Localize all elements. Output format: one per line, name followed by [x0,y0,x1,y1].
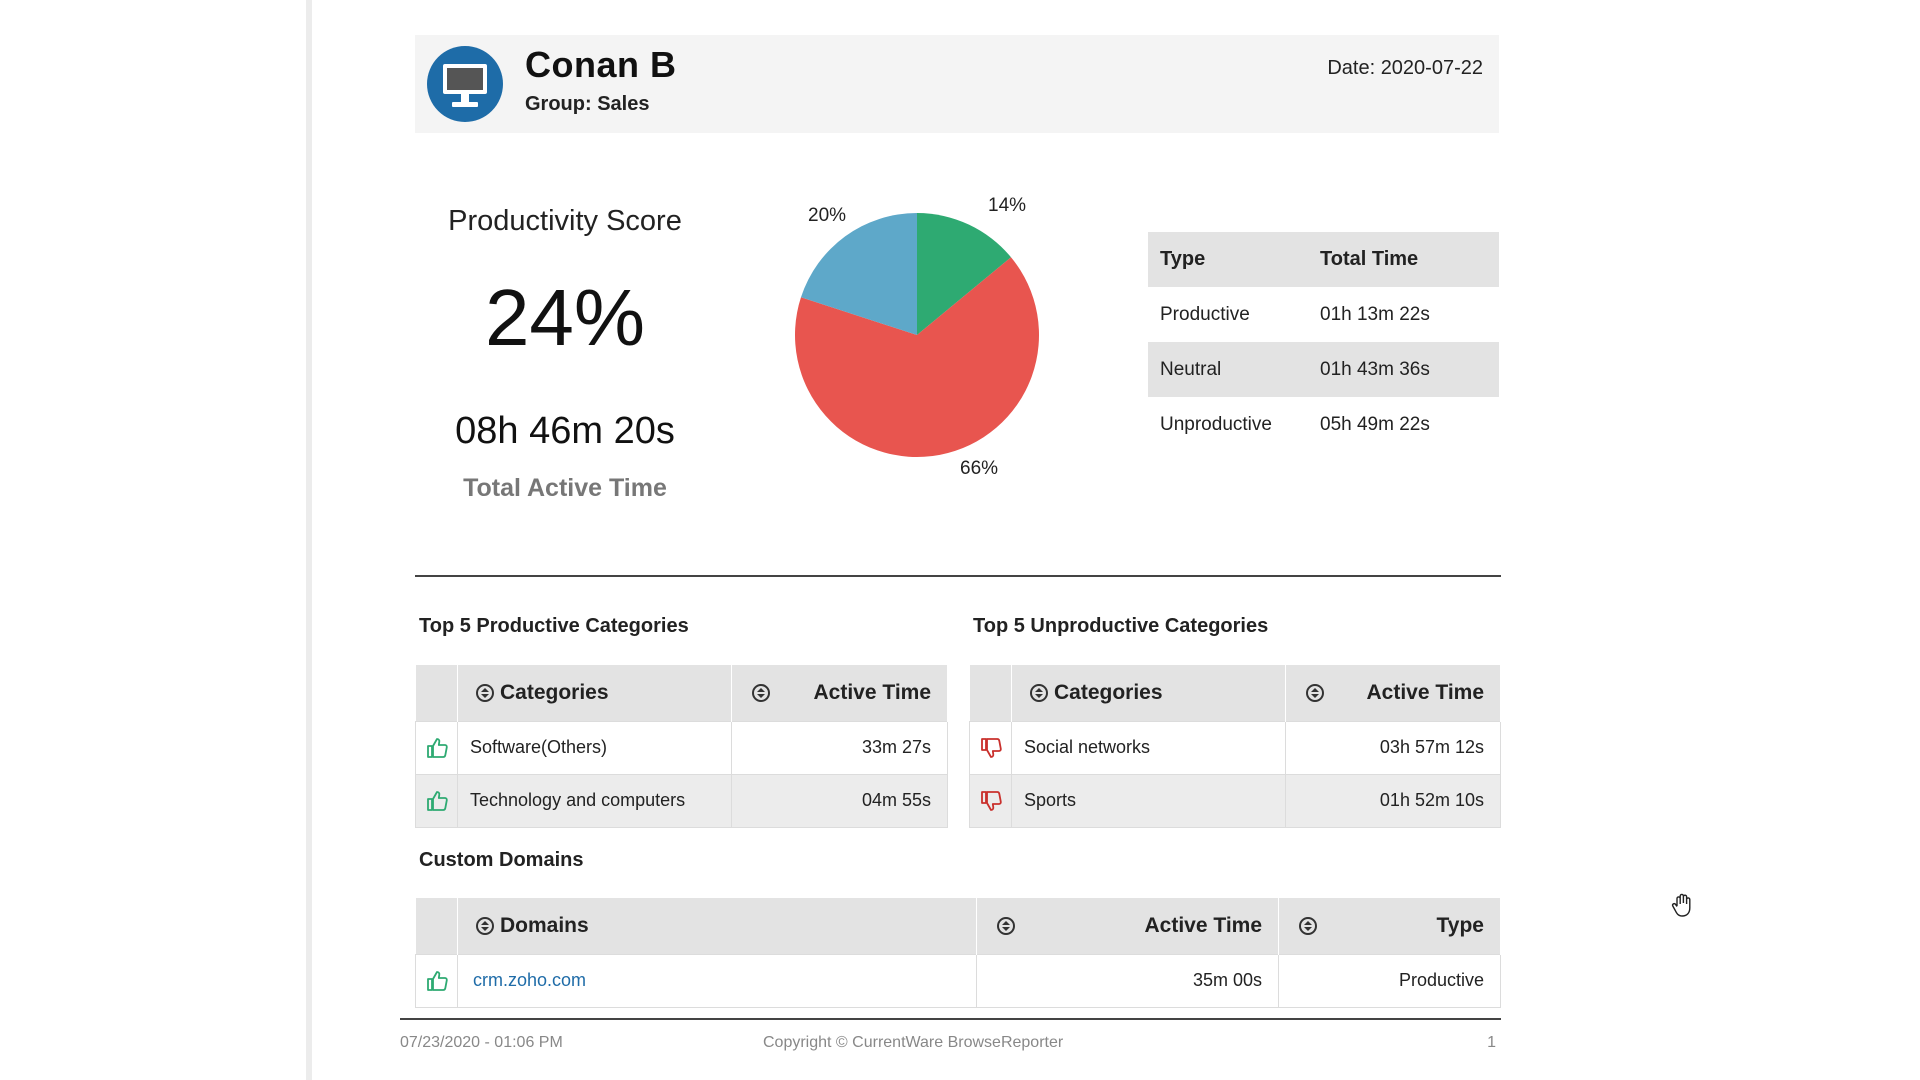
col-label: Categories [500,680,609,704]
category-time: 01h 52m 10s [1285,773,1501,828]
total-active-time-value: 08h 46m 20s [455,410,675,452]
custom-domains-heading: Custom Domains [419,849,584,871]
domains-col-type[interactable]: Type [1278,898,1501,954]
domains-col-active-time[interactable]: Active Time [976,898,1279,954]
pie-slice-unproductive [795,257,1039,458]
report-date: Date: 2020-07-22 [1327,57,1483,79]
footer-copyright: Copyright © CurrentWare BrowseReporter [763,1034,1064,1051]
domain-active-time: 35m 00s [976,953,1279,1008]
viewer-left-border [306,0,312,1080]
domains-col-domains[interactable]: Domains [457,898,977,954]
pie-slice-productive [917,213,1012,335]
thumbs-down-icon [969,773,1012,828]
category-time: 33m 27s [731,720,948,775]
header-icon-cell [415,665,458,721]
time-summary-table: Type Total Time Productive 01h 13m 22s N… [1148,232,1499,452]
sort-icon[interactable] [1306,683,1324,702]
summary-time: 01h 13m 22s [1320,303,1430,325]
pie-label-unproductive: 66% [960,458,999,479]
domains-header-row: Domains Active Time Type [415,898,1501,954]
productivity-pie-chart: 14% 66% 20% [765,185,1085,495]
summary-row-neutral: Neutral 01h 43m 36s [1148,342,1499,397]
col-label: Active Time [1144,913,1263,937]
pie-label-productive: 14% [988,195,1027,216]
productivity-score-value: 24% [484,273,646,362]
summary-row-unproductive: Unproductive 05h 49m 22s [1148,397,1499,452]
summary-col-type: Type [1148,232,1308,287]
summary-type: Unproductive [1160,413,1272,435]
col-label: Active Time [1366,680,1485,704]
sort-icon[interactable] [1299,916,1317,935]
productive-header-row: Categories Active Time [415,665,948,721]
hand-cursor-icon [1668,890,1698,920]
productive-col-active-time[interactable]: Active Time [731,665,948,721]
footer-divider [400,1018,1501,1020]
unproductive-categories-heading: Top 5 Unproductive Categories [973,615,1269,637]
table-row: Sports 01h 52m 10s [969,773,1501,828]
summary-type: Productive [1160,303,1250,325]
user-group: Group: Sales [525,93,650,115]
category-name: Technology and computers [457,773,732,828]
summary-time: 01h 43m 36s [1308,342,1499,397]
header-icon-cell [415,898,458,954]
unproductive-col-categories[interactable]: Categories [1011,665,1286,721]
thumbs-down-icon [969,720,1012,775]
summary-row-productive: Productive 01h 13m 22s [1148,287,1499,342]
category-time: 03h 57m 12s [1285,720,1501,775]
productivity-score-title: Productivity Score [448,205,682,237]
domain-type: Productive [1278,953,1501,1008]
sort-icon[interactable] [476,916,494,935]
thumbs-up-icon [415,953,458,1008]
sort-icon[interactable] [752,683,770,702]
col-label: Active Time [813,680,932,704]
footer-timestamp: 07/23/2020 - 01:06 PM [400,1034,563,1051]
productive-categories-table: Categories Active Time Software(Others) … [415,665,948,828]
unproductive-header-row: Categories Active Time [969,665,1501,721]
col-label: Domains [500,913,589,937]
sort-icon[interactable] [997,916,1015,935]
productive-col-categories[interactable]: Categories [457,665,732,721]
productive-categories-heading: Top 5 Productive Categories [419,615,689,637]
total-active-time-label: Total Active Time [463,474,667,502]
report-page: Conan B Group: Sales Date: 2020-07-22 Pr… [400,0,1501,1080]
summary-type: Neutral [1148,342,1308,397]
user-name: Conan B [525,44,677,85]
unproductive-categories-table: Categories Active Time Social networks 0… [969,665,1501,828]
category-name: Sports [1011,773,1286,828]
domain-cell: crm.zoho.com [457,953,977,1008]
footer-page-number: 1 [1487,1034,1496,1051]
summary-header-row: Type Total Time [1148,232,1499,287]
thumbs-up-icon [415,720,458,775]
category-name: Software(Others) [457,720,732,775]
header-icon-cell [969,665,1012,721]
table-row: crm.zoho.com 35m 00s Productive [415,953,1501,1008]
thumbs-up-icon [415,773,458,828]
report-header: Conan B Group: Sales Date: 2020-07-22 [415,35,1499,133]
section-divider [415,575,1501,577]
table-row: Technology and computers 04m 55s [415,773,948,828]
sort-icon[interactable] [476,683,494,702]
table-row: Social networks 03h 57m 12s [969,720,1501,775]
pie-slice-neutral [800,213,917,335]
summary-col-total-time: Total Time [1308,232,1499,287]
domain-link[interactable]: crm.zoho.com [473,970,587,990]
col-label: Categories [1054,680,1163,704]
computer-monitor-icon [427,46,503,122]
pie-label-neutral: 20% [808,205,847,226]
col-label: Type [1436,913,1484,937]
custom-domains-table: Domains Active Time Type [415,898,1501,1008]
category-time: 04m 55s [731,773,948,828]
summary-time: 05h 49m 22s [1320,413,1430,435]
unproductive-col-active-time[interactable]: Active Time [1285,665,1501,721]
table-row: Software(Others) 33m 27s [415,720,948,775]
category-name: Social networks [1011,720,1286,775]
sort-icon[interactable] [1030,683,1048,702]
